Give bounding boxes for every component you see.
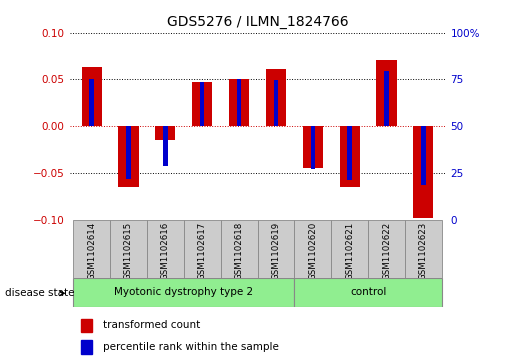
Bar [81,340,92,354]
Bar [90,79,94,126]
Bar [81,319,92,332]
Bar [258,220,295,278]
Bar [81,67,102,126]
Bar [163,126,167,166]
Bar [184,220,220,278]
Bar [421,126,425,185]
Text: GSM1102622: GSM1102622 [382,222,391,280]
Bar [192,82,212,126]
Bar [368,220,405,278]
Text: GSM1102620: GSM1102620 [308,222,317,280]
Bar [376,60,397,126]
Text: Myotonic dystrophy type 2: Myotonic dystrophy type 2 [114,287,253,297]
Text: GSM1102617: GSM1102617 [198,222,207,280]
Bar [229,79,249,126]
Bar [200,82,204,126]
Text: percentile rank within the sample: percentile rank within the sample [104,342,279,352]
Bar [295,278,442,307]
Bar [348,126,352,180]
Bar [126,126,131,179]
Bar [73,278,295,307]
Bar [273,80,278,126]
Text: GSM1102621: GSM1102621 [345,222,354,280]
Bar [413,126,434,218]
Bar [237,79,242,126]
Bar [110,220,147,278]
Bar [118,126,139,187]
Text: GSM1102616: GSM1102616 [161,222,170,280]
Bar [384,71,389,126]
Bar [339,126,360,187]
Text: GSM1102619: GSM1102619 [271,222,281,280]
Bar [311,126,315,169]
Bar [303,126,323,168]
Text: GSM1102614: GSM1102614 [87,222,96,280]
Text: control: control [350,287,386,297]
Bar [295,220,331,278]
Bar [331,220,368,278]
Bar [147,220,184,278]
Text: GSM1102618: GSM1102618 [234,222,244,280]
Text: transformed count: transformed count [104,321,201,330]
Text: GSM1102615: GSM1102615 [124,222,133,280]
Bar [405,220,442,278]
Text: disease state: disease state [5,288,75,298]
Bar [73,220,110,278]
Bar [155,126,176,140]
Bar [266,69,286,126]
Title: GDS5276 / ILMN_1824766: GDS5276 / ILMN_1824766 [167,15,348,29]
Bar [220,220,258,278]
Text: GSM1102623: GSM1102623 [419,222,428,280]
